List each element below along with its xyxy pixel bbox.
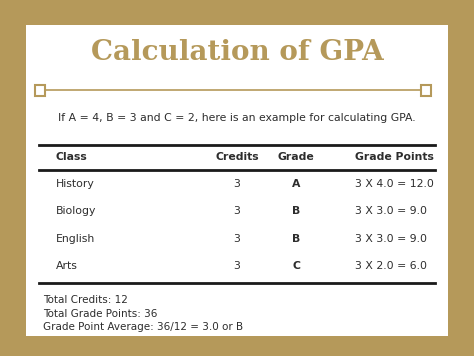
Text: History: History [55, 179, 94, 189]
Text: B: B [292, 206, 300, 216]
Text: B: B [292, 234, 300, 244]
Text: Arts: Arts [55, 261, 77, 271]
Text: Grade Point Average: 36/12 = 3.0 or B: Grade Point Average: 36/12 = 3.0 or B [43, 322, 243, 332]
Text: 3: 3 [234, 234, 240, 244]
Text: 3 X 4.0 = 12.0: 3 X 4.0 = 12.0 [355, 179, 434, 189]
Text: 3 X 3.0 = 9.0: 3 X 3.0 = 9.0 [355, 206, 427, 216]
Text: Class: Class [55, 152, 87, 162]
Text: Biology: Biology [55, 206, 96, 216]
Bar [420, 85, 431, 95]
Text: 3: 3 [234, 261, 240, 271]
Text: C: C [292, 261, 300, 271]
Bar [35, 85, 45, 95]
Text: Total Credits: 12: Total Credits: 12 [43, 295, 128, 305]
Text: If A = 4, B = 3 and C = 2, here is an example for calculating GPA.: If A = 4, B = 3 and C = 2, here is an ex… [58, 113, 416, 124]
Text: 3: 3 [234, 179, 240, 189]
Text: Credits: Credits [215, 152, 259, 162]
Text: 3 X 2.0 = 6.0: 3 X 2.0 = 6.0 [355, 261, 427, 271]
Text: A: A [292, 179, 300, 189]
Text: 3 X 3.0 = 9.0: 3 X 3.0 = 9.0 [355, 234, 427, 244]
Text: 3: 3 [234, 206, 240, 216]
Text: Total Grade Points: 36: Total Grade Points: 36 [43, 309, 157, 319]
Text: Grade Points: Grade Points [355, 152, 434, 162]
Bar [26, 25, 448, 336]
Text: Calculation of GPA: Calculation of GPA [91, 40, 383, 67]
Text: English: English [55, 234, 95, 244]
Text: Grade: Grade [278, 152, 314, 162]
